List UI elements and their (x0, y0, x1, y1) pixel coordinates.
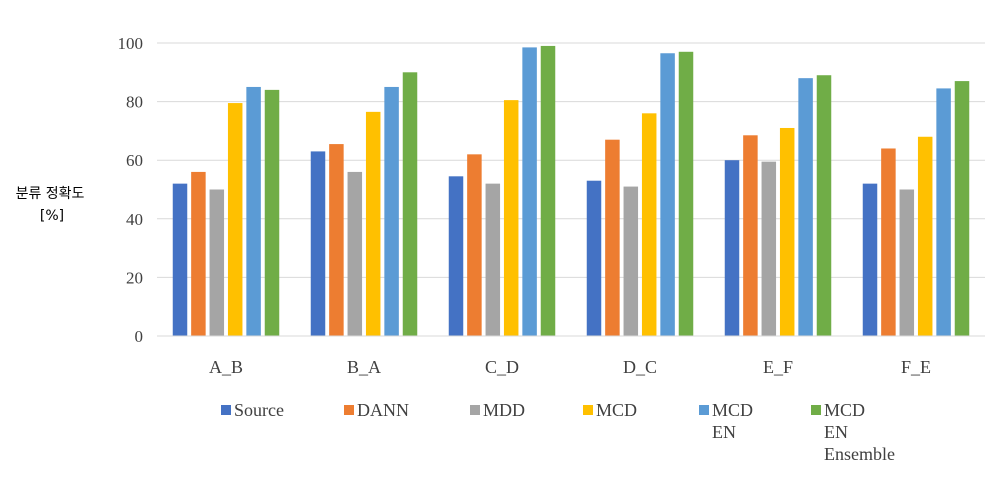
bar-dann-c_d (467, 154, 482, 336)
legend-label: MCD (824, 400, 865, 420)
bar-dann-a_b (191, 171, 206, 336)
bar-source-c_d (448, 176, 464, 336)
bar-mcd-en-a_b (246, 86, 261, 336)
legend-label: MCD (596, 400, 637, 420)
x-tick-label: D_C (623, 357, 657, 377)
legend-label: MCD (712, 400, 753, 420)
bar-dann-b_a (329, 144, 344, 336)
bar-mdd-e_f (761, 161, 777, 336)
x-tick-label: F_E (901, 357, 931, 377)
bar-source-a_b (172, 183, 188, 336)
bar-mdd-c_d (485, 183, 501, 336)
x-tick-label: A_B (209, 357, 243, 377)
y-tick-label: 80 (126, 93, 143, 112)
y-tick-label: 0 (135, 327, 144, 346)
bar-dann-d_c (605, 139, 620, 336)
y-tick-label: 60 (126, 151, 143, 170)
legend-label: Ensemble (824, 444, 895, 464)
bar-dann-e_f (743, 135, 758, 336)
bar-mdd-b_a (347, 171, 363, 336)
bar-mcd-en-ensemble-f_e (954, 81, 970, 336)
bar-mdd-d_c (623, 186, 639, 336)
bar-mdd-a_b (209, 189, 225, 336)
bar-mcd-e_f (779, 127, 795, 336)
bar-mcd-en-ensemble-c_d (540, 45, 556, 337)
x-tick-label: C_D (485, 357, 519, 377)
bars (172, 45, 970, 337)
x-tick-label: E_F (763, 357, 793, 377)
bar-mcd-en-f_e (936, 88, 951, 336)
bar-source-b_a (310, 151, 326, 336)
y-axis-title-line-2: [%] (40, 208, 64, 224)
bar-mcd-en-ensemble-e_f (816, 75, 832, 336)
y-tick-label: 40 (126, 210, 143, 229)
legend-swatch (221, 405, 231, 415)
y-tick-label: 20 (126, 268, 143, 287)
bar-source-e_f (724, 160, 740, 336)
bar-mcd-c_d (503, 100, 519, 336)
legend-label: MDD (483, 400, 525, 420)
bar-mcd-en-b_a (384, 86, 399, 336)
legend-label: EN (712, 422, 736, 442)
bar-source-d_c (586, 180, 602, 336)
bar-source-f_e (862, 183, 878, 336)
legend-label: DANN (357, 400, 409, 420)
legend-swatch (699, 405, 709, 415)
bar-mcd-d_c (641, 113, 657, 336)
bar-mcd-f_e (917, 136, 933, 336)
legend-swatch (583, 405, 593, 415)
legend-swatch (344, 405, 354, 415)
x-tick-label: B_A (347, 357, 381, 377)
axes: 0 20 40 60 80 100 A_B B_A C_D D_C E_F F_E (118, 34, 985, 377)
legend-label: Source (234, 400, 284, 420)
y-tick-label: 100 (118, 34, 144, 53)
bar-mcd-en-d_c (660, 53, 675, 336)
bar-mcd-en-ensemble-a_b (264, 89, 280, 336)
y-axis-title-line-1: 분류 정확도 (16, 186, 85, 202)
bar-mcd-en-ensemble-d_c (678, 51, 694, 336)
bar-mcd-a_b (227, 103, 243, 336)
bar-mcd-en-e_f (798, 78, 813, 336)
bar-dann-f_e (881, 148, 896, 336)
bar-mcd-en-ensemble-b_a (402, 72, 418, 337)
bar-mdd-f_e (899, 189, 915, 336)
bar-mcd-en-c_d (522, 47, 537, 337)
legend-label: EN (824, 422, 848, 442)
bar-mcd-b_a (365, 111, 381, 336)
legend-swatch (811, 405, 821, 415)
legend-swatch (470, 405, 480, 415)
gridlines (157, 42, 985, 337)
